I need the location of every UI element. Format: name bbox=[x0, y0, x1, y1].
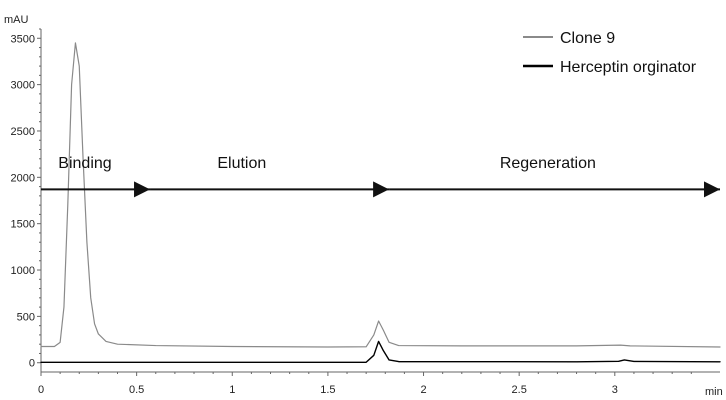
y-tick-label: 1000 bbox=[11, 265, 35, 277]
y-tick-label: 500 bbox=[17, 311, 35, 323]
y-tick-label: 2000 bbox=[11, 172, 35, 184]
x-tick-label: 1 bbox=[229, 384, 235, 396]
phase-label-1: Elution bbox=[217, 155, 266, 172]
series-line-1 bbox=[40, 340, 721, 363]
y-axis-unit: mAU bbox=[4, 14, 29, 26]
phase-label-2: Regeneration bbox=[500, 155, 596, 172]
x-tick-label: 1.5 bbox=[320, 384, 335, 396]
legend-label-1: Herceptin orginator bbox=[560, 59, 697, 76]
y-tick-label: 3500 bbox=[11, 33, 35, 45]
phase-label-0: Binding bbox=[58, 155, 111, 172]
series-line-0 bbox=[40, 42, 721, 348]
legend-label-0: Clone 9 bbox=[560, 30, 615, 47]
x-tick-label: 2 bbox=[420, 384, 426, 396]
x-tick-label: 2.5 bbox=[512, 384, 527, 396]
y-tick-label: 3000 bbox=[11, 80, 35, 92]
y-tick-label: 2500 bbox=[11, 126, 35, 138]
y-tick-label: 0 bbox=[29, 358, 35, 370]
x-tick-label: 0 bbox=[38, 384, 44, 396]
x-tick-label: 3 bbox=[612, 384, 618, 396]
x-axis-unit: min bbox=[705, 386, 723, 398]
y-tick-label: 1500 bbox=[11, 219, 35, 231]
x-tick-label: 0.5 bbox=[129, 384, 144, 396]
